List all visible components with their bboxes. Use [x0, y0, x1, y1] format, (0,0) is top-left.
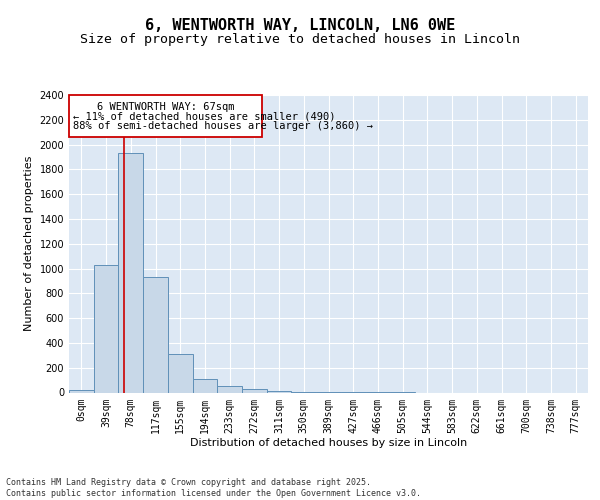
Text: 88% of semi-detached houses are larger (3,860) →: 88% of semi-detached houses are larger (… [73, 121, 373, 131]
Text: 6 WENTWORTH WAY: 67sqm: 6 WENTWORTH WAY: 67sqm [97, 102, 234, 112]
Bar [168, 354, 193, 393]
Y-axis label: Number of detached properties: Number of detached properties [24, 156, 34, 332]
Text: 6, WENTWORTH WAY, LINCOLN, LN6 0WE: 6, WENTWORTH WAY, LINCOLN, LN6 0WE [145, 18, 455, 32]
Bar [94, 266, 118, 392]
Text: ← 11% of detached houses are smaller (490): ← 11% of detached houses are smaller (49… [73, 111, 335, 121]
Bar [217, 386, 242, 392]
Bar [69, 390, 94, 392]
Bar [242, 389, 267, 392]
Bar [69, 95, 262, 136]
X-axis label: Distribution of detached houses by size in Lincoln: Distribution of detached houses by size … [190, 438, 467, 448]
Text: Size of property relative to detached houses in Lincoln: Size of property relative to detached ho… [80, 34, 520, 46]
Bar [143, 277, 168, 392]
Bar [193, 380, 217, 392]
Bar [118, 154, 143, 392]
Text: Contains HM Land Registry data © Crown copyright and database right 2025.
Contai: Contains HM Land Registry data © Crown c… [6, 478, 421, 498]
